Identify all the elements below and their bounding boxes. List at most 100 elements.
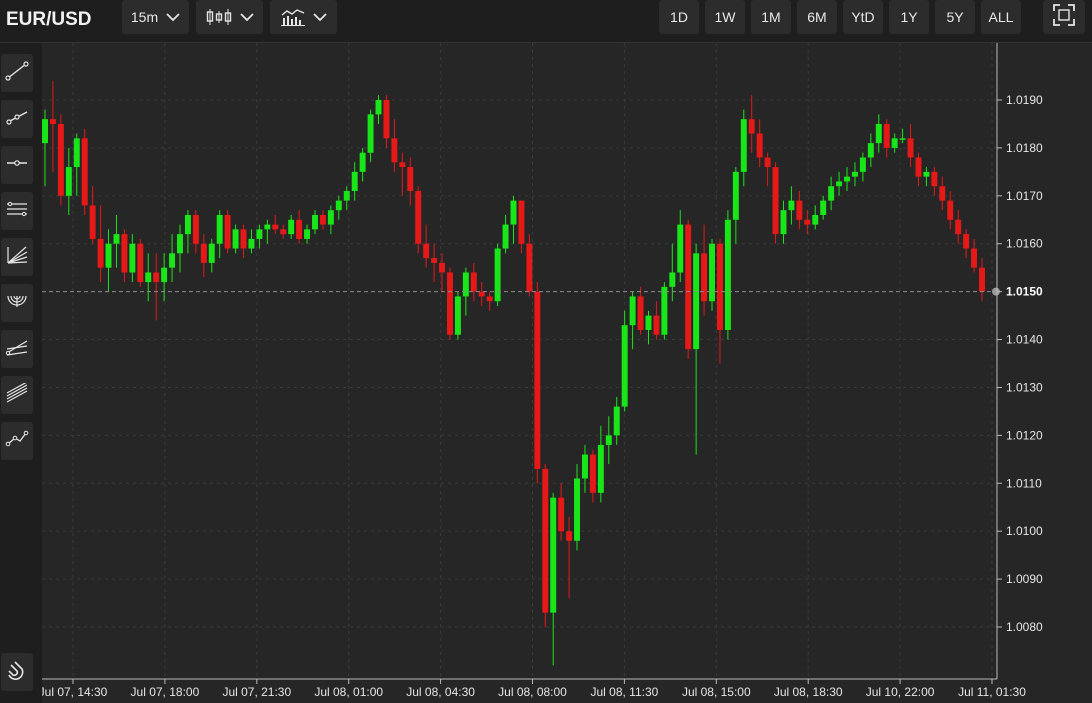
candle-body [844,176,850,182]
candlestick-icon [206,8,232,26]
ray-icon [5,107,29,132]
candle-body [701,253,708,302]
candle-body [399,162,406,168]
price-chart[interactable]: 1.0190 1.0180 1.0170 1.0160 1.0150 1.0140 1.01… [42,43,1092,703]
candle-body [891,138,898,148]
candle-body [788,200,795,211]
y-tick-label: 1.0140 [1006,333,1043,347]
candle-body [883,123,890,148]
indicators-icon [280,8,305,26]
range-button-ytd[interactable]: YtD [843,0,883,34]
candle-body [383,100,390,139]
x-axis: Jul 07, 14:30 Jul 07, 18:00 Jul 07, 21:30 J… [42,679,1026,699]
candle-body [121,234,128,273]
y-tick-label: 1.0110 [1006,476,1042,490]
candle-body [510,200,517,225]
candle-body [97,238,104,268]
candle-body [367,114,374,153]
range-button-5y[interactable]: 5Y [935,0,975,34]
pitchfork-icon [5,337,29,362]
magnet-icon [6,659,28,686]
candle-body [312,214,318,230]
path-tool[interactable] [1,422,33,460]
x-tick-label: Jul 07, 21:30 [222,685,291,699]
y-tick-label: 1.0080 [1006,620,1043,634]
range-button-6m[interactable]: 6M [797,0,837,34]
candle-body [685,224,692,350]
horizontal-line-icon [5,153,29,178]
fullscreen-button[interactable] [1043,0,1085,34]
candle-body [240,229,247,249]
candle-body [796,200,803,220]
candle-body [351,171,358,192]
ray-tool[interactable] [1,100,33,138]
y-tick-label: 1.0180 [1006,141,1043,155]
x-tick-label: Jul 07, 14:30 [42,685,108,699]
candle-body [859,157,866,172]
candle-body [137,243,144,283]
trend-line-tool[interactable] [1,54,33,92]
candle-body [470,272,477,292]
candle-body [161,267,168,283]
candle-body [89,205,96,239]
y-tick-label: 1.0130 [1006,380,1043,394]
candle-body [81,138,88,206]
candle-body [756,133,763,158]
candle-body [955,219,962,235]
interval-label: 15m [130,9,159,25]
candle-body [923,171,930,177]
top-toolbar: EUR/USD 15m [0,0,1092,43]
candle-body [804,219,811,225]
candle-body [407,167,414,192]
horizontal-line-tool[interactable] [1,146,33,184]
parallel-channel-tool[interactable] [1,192,33,230]
candle-body [462,272,469,297]
candle-body [296,219,303,239]
drawing-toolbar [0,43,43,703]
x-tick-label: Jul 10, 22:00 [866,685,935,699]
indicators-select[interactable] [270,0,337,34]
chart-style-select[interactable] [196,0,263,34]
y-tick-label: 1.0120 [1006,428,1043,442]
candle-body [542,468,549,613]
candle-body [335,200,342,211]
candle-body [73,138,80,168]
candle-body [931,171,938,187]
candle-body [439,262,446,273]
y-tick-label: 1.0090 [1006,572,1043,586]
y-axis: 1.0190 1.0180 1.0170 1.0160 1.0150 1.0140 1.01… [997,93,1043,634]
regression-channel-tool[interactable] [1,376,33,414]
candle-body [391,138,398,163]
candle-body [653,315,660,335]
candle-body [153,272,160,283]
range-button-1m[interactable]: 1M [751,0,791,34]
candle-body [49,119,56,124]
magnet-tool[interactable] [1,653,33,691]
range-button-all[interactable]: ALL [981,0,1021,34]
candle-body [828,186,835,201]
chevron-down-icon [166,12,180,22]
candle-body [319,214,326,225]
x-tick-label: Jul 08, 04:30 [406,685,475,699]
candle-body [446,272,453,335]
range-button-1w[interactable]: 1W [705,0,745,34]
candle-body [621,325,628,407]
candle-body [820,200,827,215]
parallel-channel-icon [5,199,29,224]
chevron-down-icon [239,12,254,22]
candle-body [589,454,596,493]
chevron-down-icon [312,12,327,22]
pitchfork-tool[interactable] [1,330,33,368]
interval-select[interactable]: 15m [122,0,189,34]
candle-body [208,243,215,263]
candle-body [304,229,311,239]
candle-body [899,138,906,140]
x-tick-label: Jul 08, 18:30 [774,685,843,699]
fib-arc-tool[interactable] [1,284,33,322]
x-tick-label: Jul 11, 01:30 [958,685,1026,699]
range-button-1y[interactable]: 1Y [889,0,929,34]
candle-body [256,229,263,239]
range-button-1d[interactable]: 1D [659,0,699,34]
candle-body [454,296,461,335]
fib-fan-tool[interactable] [1,238,33,276]
